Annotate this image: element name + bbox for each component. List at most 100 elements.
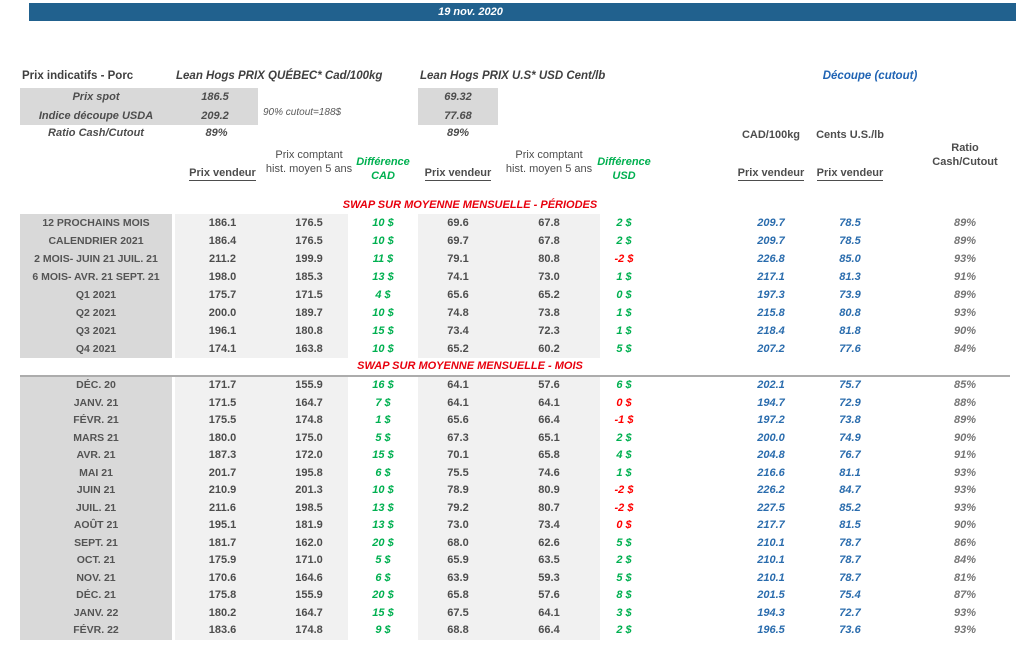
row-label: AVR. 21: [20, 447, 172, 465]
cell-cutout-us: 78.7: [839, 536, 861, 549]
cell-ratio-cash-cutout: 91%: [953, 271, 977, 283]
section-title-row: SWAP SUR MOYENNE MENSUELLE - PÉRIODES: [20, 197, 1010, 214]
cell-cutout-us: 75.4: [839, 589, 861, 601]
cell-cutout-us: 85.0: [839, 253, 861, 265]
cell-prix-vendeur-cad: 196.1: [175, 322, 270, 340]
col-header-prix-vendeur-usd: Prix vendeur: [424, 167, 492, 181]
cell-prix-comptant-cad: 164.7: [270, 394, 348, 412]
cell-ratio-cash-cutout: 85%: [953, 379, 977, 391]
cell-prix-comptant-usd: 60.2: [498, 340, 600, 358]
table-row: JUIN 21 210.9 201.3 10 $ 78.9 80.9 -2 $ …: [20, 482, 1010, 500]
cell-cutout-cad: 215.8: [757, 307, 785, 319]
cell-prix-comptant-usd: 62.6: [498, 534, 600, 552]
cell-prix-comptant-cad: 172.0: [270, 447, 348, 465]
cell-difference-usd: -2 $: [614, 253, 634, 265]
cell-prix-comptant-usd: 73.0: [498, 268, 600, 286]
row-label: Q3 2021: [20, 322, 172, 340]
cell-ratio-cash-cutout: 93%: [953, 624, 977, 636]
table-row: NOV. 21 170.6 164.6 6 $ 63.9 59.3 5 $ 21…: [20, 569, 1010, 587]
cell-prix-comptant-cad: 175.0: [270, 429, 348, 447]
cell-cutout-cad: 209.7: [757, 235, 785, 247]
cell-prix-comptant-cad: 155.9: [270, 587, 348, 605]
cell-prix-comptant-cad: 176.5: [270, 214, 348, 232]
row-label: OCT. 21: [20, 552, 172, 570]
cell-prix-comptant-usd: 80.9: [498, 482, 600, 500]
cell-cutout-cad: 210.1: [757, 554, 785, 566]
cell-difference-cad: 13 $: [372, 519, 394, 531]
cell-difference-usd: 1 $: [616, 271, 632, 283]
cell-cutout-cad: 204.8: [757, 449, 785, 461]
cell-prix-vendeur-cad: 211.6: [175, 499, 270, 517]
cell-difference-cad: 10 $: [372, 343, 394, 355]
page-title: Prix indicatifs - Porc: [22, 70, 134, 82]
cell-cutout-us: 78.5: [839, 217, 861, 229]
cell-difference-usd: 5 $: [616, 536, 632, 549]
cell-cutout-us: 81.8: [839, 325, 861, 337]
row-label: AOÛT 21: [20, 517, 172, 535]
cell-difference-cad: 15 $: [372, 606, 394, 619]
ratio-column-header: Ratio Cash/Cutout: [932, 142, 998, 168]
cell-prix-comptant-cad: 181.9: [270, 517, 348, 535]
cell-difference-cad: 15 $: [372, 325, 394, 337]
cell-prix-vendeur-usd: 68.8: [418, 622, 498, 640]
cutout-unit-cad: CAD/100kg: [741, 129, 801, 141]
cell-difference-usd: 2 $: [616, 217, 632, 229]
cell-prix-vendeur-cad: 186.4: [175, 232, 270, 250]
swap-table-body: SWAP SUR MOYENNE MENSUELLE - PÉRIODES 12…: [20, 197, 1010, 640]
cell-prix-vendeur-cad: 200.0: [175, 304, 270, 322]
section-separator: [20, 375, 1010, 377]
row-label: SEPT. 21: [20, 534, 172, 552]
cell-prix-vendeur-usd: 70.1: [418, 447, 498, 465]
table-row: Q3 2021 196.1 180.8 15 $ 73.4 72.3 1 $ 2…: [20, 322, 1010, 340]
spot-price-label: Prix spot: [72, 91, 120, 103]
cell-prix-vendeur-usd: 75.5: [418, 464, 498, 482]
cell-prix-vendeur-cad: 186.1: [175, 214, 270, 232]
table-row: Q2 2021 200.0 189.7 10 $ 74.8 73.8 1 $ 2…: [20, 304, 1010, 322]
cell-difference-usd: 2 $: [616, 235, 632, 247]
spot-price-usd: 69.32: [444, 91, 472, 103]
cell-ratio-cash-cutout: 93%: [953, 307, 977, 319]
cell-cutout-us: 72.7: [839, 606, 861, 619]
cell-cutout-us: 78.7: [839, 554, 861, 566]
table-row: AOÛT 21 195.1 181.9 13 $ 73.0 73.4 0 $ 2…: [20, 517, 1010, 535]
cell-cutout-us: 78.7: [839, 571, 861, 584]
cell-cutout-cad: 216.6: [757, 466, 785, 479]
cell-ratio-cash-cutout: 90%: [953, 325, 977, 337]
cell-prix-comptant-usd: 64.1: [498, 394, 600, 412]
quebec-series-label: Lean Hogs PRIX QUÉBEC* Cad/100kg: [176, 70, 383, 82]
cell-cutout-us: 85.2: [839, 501, 861, 514]
cell-prix-vendeur-cad: 171.7: [175, 377, 270, 395]
us-series-label: Lean Hogs PRIX U.S* USD Cent/lb: [420, 70, 606, 82]
row-label: Q1 2021: [20, 286, 172, 304]
col-header-cutout-cad-prix-vendeur: Prix vendeur: [737, 167, 805, 181]
cell-difference-cad: 1 $: [375, 414, 391, 426]
cell-prix-vendeur-cad: 171.5: [175, 394, 270, 412]
cell-cutout-cad: 210.1: [757, 536, 785, 549]
table-row: SEPT. 21 181.7 162.0 20 $ 68.0 62.6 5 $ …: [20, 534, 1010, 552]
table-row: DÉC. 20 171.7 155.9 16 $ 64.1 57.6 6 $ 2…: [20, 377, 1010, 395]
cell-difference-cad: 5 $: [375, 554, 391, 566]
cell-difference-usd: 0 $: [616, 289, 632, 301]
cell-prix-comptant-cad: 198.5: [270, 499, 348, 517]
cell-ratio-cash-cutout: 89%: [953, 289, 977, 301]
cell-prix-vendeur-usd: 64.1: [418, 394, 498, 412]
ratio-cash-cutout-cad: 89%: [205, 127, 228, 139]
cell-cutout-us: 78.5: [839, 235, 861, 247]
cell-prix-comptant-cad: 185.3: [270, 268, 348, 286]
cell-difference-cad: 6 $: [375, 466, 391, 479]
cell-prix-vendeur-usd: 65.8: [418, 587, 498, 605]
table-row: CALENDRIER 2021 186.4 176.5 10 $ 69.7 67…: [20, 232, 1010, 250]
cell-difference-usd: 3 $: [616, 606, 632, 619]
cell-prix-comptant-cad: 171.0: [270, 552, 348, 570]
cell-prix-comptant-usd: 65.1: [498, 429, 600, 447]
cell-ratio-cash-cutout: 81%: [953, 571, 977, 584]
cell-prix-vendeur-usd: 64.1: [418, 377, 498, 395]
table-row: JUIL. 21 211.6 198.5 13 $ 79.2 80.7 -2 $…: [20, 499, 1010, 517]
cell-prix-comptant-usd: 80.8: [498, 250, 600, 268]
cell-cutout-cad: 217.7: [757, 519, 785, 531]
cell-prix-vendeur-usd: 68.0: [418, 534, 498, 552]
cell-difference-cad: 10 $: [372, 307, 394, 319]
cell-prix-comptant-cad: 189.7: [270, 304, 348, 322]
usda-index-label: Indice découpe USDA: [38, 109, 154, 122]
cell-prix-comptant-cad: 176.5: [270, 232, 348, 250]
